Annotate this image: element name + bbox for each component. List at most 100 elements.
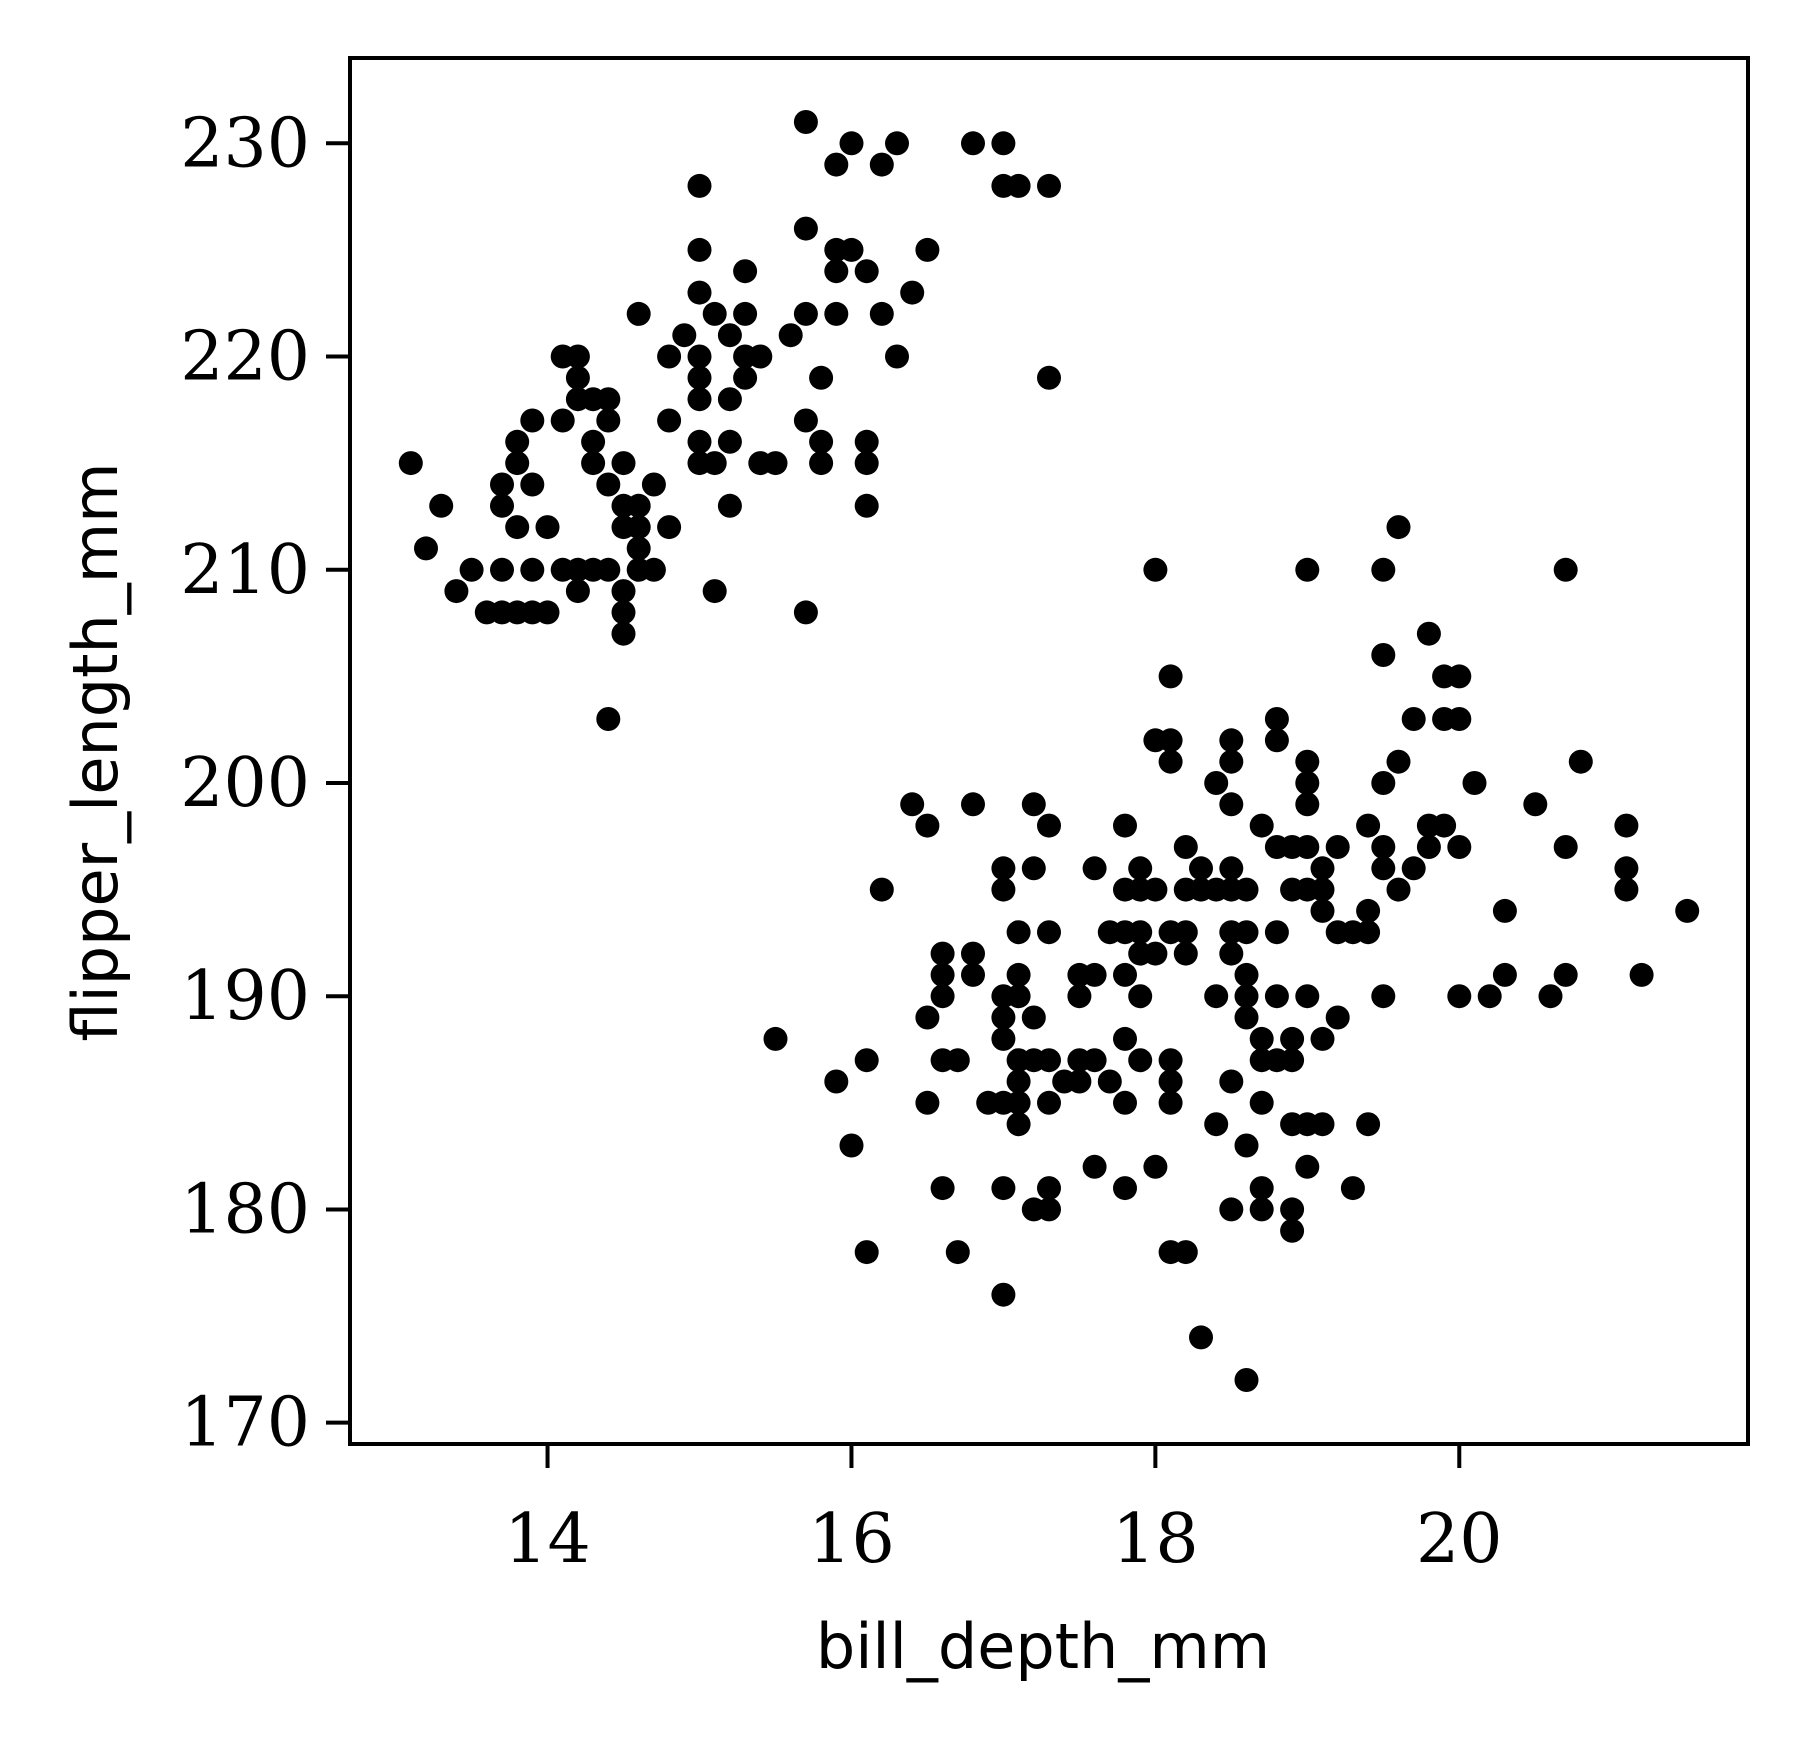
scatter-point [1037, 365, 1061, 390]
scatter-point [1675, 898, 1700, 923]
scatter-point [550, 408, 575, 433]
scatter-point [733, 301, 758, 326]
scatter-point [733, 259, 758, 284]
scatter-point [991, 1005, 1016, 1030]
scatter-point [687, 429, 712, 454]
scatter-point [1128, 856, 1153, 881]
scatter-point [915, 237, 940, 262]
scatter-point [1067, 1069, 1092, 1094]
scatter-point [1280, 1026, 1305, 1051]
scatter-point [824, 301, 849, 326]
scatter-point [1204, 984, 1229, 1009]
scatter-point [854, 1048, 879, 1073]
scatter-point [1234, 962, 1259, 987]
scatter-point [1173, 1240, 1198, 1265]
scatter-point [1295, 792, 1320, 817]
scatter-point [1310, 877, 1335, 902]
scatter-point [717, 387, 742, 412]
scatter-point [1113, 1176, 1137, 1201]
scatter-point [1325, 1005, 1350, 1030]
scatter-point [1295, 557, 1320, 582]
scatter-point [611, 451, 636, 476]
scatter-point [900, 792, 925, 817]
scatter-point [854, 451, 879, 476]
scatter-point [1386, 515, 1411, 540]
scatter-point [1234, 1005, 1259, 1030]
scatter-point [778, 323, 803, 348]
scatter-point [687, 387, 712, 412]
plot-frame [348, 56, 1750, 1446]
scatter-point [1006, 984, 1031, 1009]
scatter-point [581, 451, 606, 476]
scatter-point [854, 429, 879, 454]
scatter-point [429, 493, 454, 518]
scatter-point [1128, 1048, 1153, 1073]
scatter-point [1204, 771, 1229, 795]
scatter-point [596, 408, 621, 433]
scatter-point [1143, 557, 1168, 582]
scatter-point [1219, 1197, 1244, 1222]
scatter-point [1097, 1069, 1122, 1094]
scatter-point [1234, 920, 1259, 945]
scatter-point [915, 1005, 940, 1030]
scatter-point [1006, 173, 1031, 198]
scatter-point [1447, 984, 1472, 1009]
scatter-point [1371, 643, 1396, 667]
scatter-point [1173, 941, 1198, 966]
x-tick-label: 18 [1112, 1500, 1199, 1579]
scatter-point [1264, 728, 1289, 753]
x-tick-label: 20 [1416, 1500, 1503, 1579]
x-tick-label: 14 [504, 1500, 591, 1579]
scatter-point [1371, 835, 1396, 859]
scatter-point [1264, 920, 1289, 945]
scatter-point [1158, 1090, 1183, 1115]
scatter-point [1219, 728, 1244, 753]
scatter-point [839, 131, 864, 156]
scatter-point [717, 429, 742, 454]
scatter-point [717, 323, 742, 348]
scatter-point [1128, 920, 1153, 945]
scatter-point [1614, 856, 1639, 881]
scatter-point [1021, 856, 1046, 881]
scatter-point [1037, 813, 1061, 838]
scatter-point [535, 515, 560, 540]
scatter-point [854, 1240, 879, 1265]
scatter-point [930, 941, 955, 966]
scatter-point [1082, 1154, 1107, 1179]
scatter-point [733, 365, 758, 390]
scatter-point [1356, 920, 1381, 945]
scatter-point [1295, 984, 1320, 1009]
scatter-point [1037, 1197, 1061, 1222]
scatter-point [657, 408, 682, 433]
scatter-point [596, 472, 621, 497]
scatter-point [687, 237, 712, 262]
scatter-point [687, 365, 712, 390]
scatter-point [1006, 1112, 1031, 1137]
scatter-point [490, 493, 514, 518]
scatter-point [1082, 962, 1107, 987]
scatter-point [885, 344, 909, 369]
y-tick-label: 230 [180, 104, 310, 183]
scatter-point [641, 557, 666, 582]
scatter-point [444, 579, 469, 604]
scatter-point [1204, 1112, 1229, 1137]
scatter-point [1492, 898, 1517, 923]
scatter-point [1523, 792, 1548, 817]
scatter-point [611, 579, 636, 604]
y-tick-label: 220 [180, 318, 310, 397]
scatter-point [1295, 771, 1320, 795]
scatter-point [991, 1282, 1016, 1307]
scatter-point [915, 1090, 940, 1115]
scatter-point [565, 579, 590, 604]
scatter-point [626, 515, 651, 540]
scatter-point [1568, 749, 1593, 774]
scatter-point [793, 110, 818, 134]
x-axis-label: bill_depth_mm [816, 1610, 1270, 1683]
scatter-point [626, 536, 651, 561]
scatter-point [1447, 835, 1472, 859]
y-tick-label: 180 [180, 1170, 310, 1249]
scatter-point [565, 365, 590, 390]
scatter-point [490, 557, 514, 582]
scatter-point [1264, 707, 1289, 731]
scatter-point [626, 301, 651, 326]
